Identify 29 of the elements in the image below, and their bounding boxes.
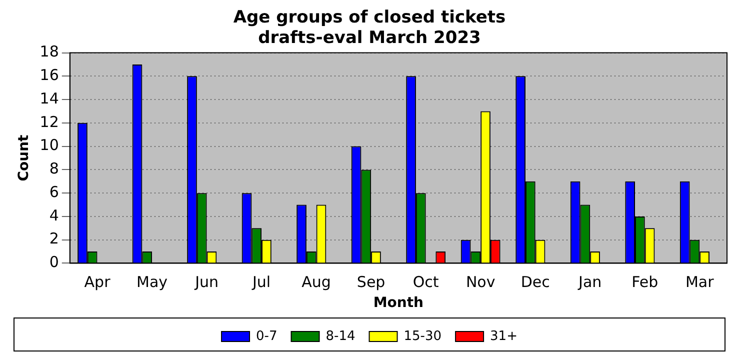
- y-tick-label: 6: [49, 182, 59, 201]
- x-tick-label: May: [136, 273, 168, 292]
- x-axis-title: Month: [373, 295, 424, 312]
- x-tick-label: Feb: [632, 273, 658, 292]
- y-axis-title: Count: [16, 134, 32, 182]
- chart-title: Age groups of closed tickets drafts-eval March 2023: [233, 8, 506, 48]
- y-tick-label: 12: [40, 112, 59, 131]
- legend-label: 8-14: [326, 328, 356, 344]
- x-tick-label: Apr: [84, 273, 112, 292]
- legend-label: 0-7: [256, 328, 278, 344]
- y-tick-label: 14: [40, 89, 59, 108]
- x-tick-label: Jan: [578, 273, 602, 292]
- y-tick-label: 2: [49, 230, 59, 248]
- y-tick-label: 0: [49, 253, 59, 272]
- x-tick-label: Oct: [412, 273, 439, 292]
- y-tick-label: 10: [40, 136, 59, 154]
- y-tick-label: 18: [40, 42, 59, 61]
- x-tick-label: Nov: [466, 273, 496, 292]
- y-tick-label: 16: [40, 66, 59, 84]
- y-tick-label: 4: [49, 206, 59, 224]
- x-tick-label: Mar: [685, 273, 715, 292]
- x-tick-label: Sep: [356, 273, 386, 292]
- x-tick-label: Aug: [302, 273, 331, 292]
- x-tick-label: Dec: [520, 273, 550, 292]
- y-tick-label: 8: [49, 160, 59, 178]
- legend-label: 31+: [490, 328, 518, 344]
- x-tick-label: Jul: [251, 273, 271, 292]
- legend-label: 15-30: [404, 328, 442, 344]
- x-tick-label: Jun: [194, 273, 219, 292]
